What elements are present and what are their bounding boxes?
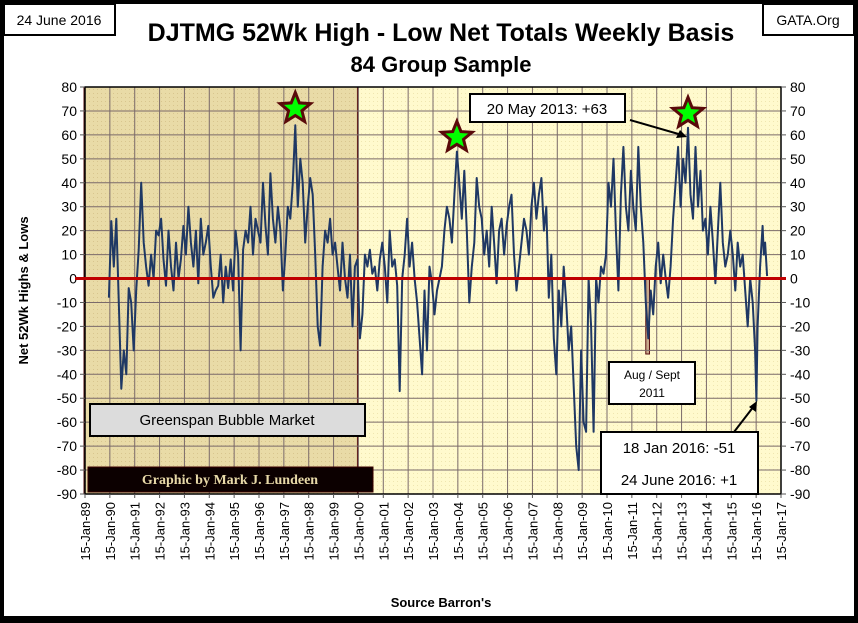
x-tick-label: 15-Jan-06: [501, 502, 516, 561]
y-tick-label-left: 70: [61, 103, 77, 119]
y-tick-label-right: 40: [790, 175, 806, 191]
x-tick-label: 15-Jan-93: [177, 502, 192, 561]
y-tick-label-left: 30: [61, 199, 77, 215]
x-tick-label: 15-Jan-04: [451, 502, 466, 561]
x-tick-label: 15-Jan-16: [749, 502, 764, 561]
callout-aug-2011-line2: 2011: [639, 386, 665, 400]
callout-june-2016: 24 June 2016: +1: [621, 472, 737, 489]
x-tick-label: 15-Jan-95: [227, 502, 242, 561]
chart-title: DJTMG 52Wk High - Low Net Totals Weekly …: [148, 19, 735, 47]
y-tick-label-left: -10: [57, 294, 77, 310]
chart-svg: 80 80 70 70 60 60 50 50 40 40 30 30 20 20 10 10 0 0 -10 -10…: [4, 4, 854, 610]
chart-subtitle: 84 Group Sample: [351, 52, 532, 77]
y-tick-label-left: -50: [57, 390, 77, 406]
x-tick-label: 15-Jan-08: [550, 502, 565, 561]
x-tick-label: 15-Jan-10: [600, 502, 615, 561]
x-tick-label: 15-Jan-03: [426, 502, 441, 561]
callout-aug-2011-box: [608, 361, 696, 405]
callout-may-2013: 20 May 2013: +63: [487, 101, 608, 118]
y-tick-label-left: -40: [57, 366, 77, 382]
star-marker: [668, 93, 708, 130]
source-site: GATA.Org: [776, 12, 839, 28]
x-axis-label: Source Barron's: [391, 595, 492, 610]
y-tick-label-left: 60: [61, 127, 77, 143]
y-tick-label-left: -30: [57, 342, 77, 358]
y-tick-label-left: -90: [57, 486, 77, 502]
greenspan-label-box: [89, 403, 366, 437]
x-tick-label: 15-Jan-97: [277, 502, 292, 561]
x-tick-label: 15-Jan-00: [351, 502, 366, 561]
x-tick-label: 15-Jan-01: [376, 502, 391, 561]
date-label: 24 June 2016: [17, 12, 102, 28]
x-tick-label: 15-Jan-91: [128, 502, 143, 561]
y-tick-label-left: -20: [57, 318, 77, 334]
callout-aug-2011-line1: Aug / Sept: [624, 368, 681, 382]
callout-arrow-2016: [733, 405, 755, 433]
y-tick-label-right: -10: [790, 294, 810, 310]
y-tick-label-right: 0: [790, 271, 798, 287]
callout-may-2013-box: [469, 93, 626, 123]
y-tick-label-left: 0: [69, 271, 77, 287]
y-tick-label-right: 50: [790, 151, 806, 167]
x-tick-label: 15-Jan-13: [675, 502, 690, 561]
x-tick-label: 15-Jan-99: [327, 502, 342, 561]
x-tick-label: 15-Jan-05: [476, 502, 491, 561]
credit-text: Graphic by Mark J. Lundeen: [142, 473, 318, 488]
x-tick-label: 15-Jan-02: [401, 502, 416, 561]
y-tick-label-right: -70: [790, 438, 810, 454]
series-line: [107, 124, 769, 472]
x-tick-label: 15-Jan-11: [625, 502, 640, 560]
site-box: [762, 4, 854, 36]
star-marker: [276, 88, 315, 125]
x-tick-label: 15-Jan-12: [650, 502, 665, 561]
y-tick-label-right: -20: [790, 318, 810, 334]
x-tick-label: 15-Jan-96: [252, 502, 267, 561]
chart-canvas: 80 80 70 70 60 60 50 50 40 40 30 30 20 20 10 10 0 0 -10 -10…: [4, 4, 854, 616]
y-tick-label-right: -90: [790, 486, 810, 502]
x-tick-label: 15-Jan-90: [103, 502, 118, 561]
greenspan-label: Greenspan Bubble Market: [139, 412, 315, 429]
callout-jan-2016: 18 Jan 2016: -51: [623, 440, 736, 457]
x-tick-label: 15-Jan-89: [78, 502, 93, 561]
x-tick-label: 15-Jan-94: [202, 502, 217, 561]
callout-2016-box: [600, 431, 759, 495]
y-tick-label-right: 80: [790, 79, 806, 95]
y-tick-label-right: 60: [790, 127, 806, 143]
arrowhead-may-2013: [676, 130, 687, 138]
y-tick-label-right: -50: [790, 390, 810, 406]
y-tick-label-right: -40: [790, 366, 810, 382]
x-tick-label: 15-Jan-92: [153, 502, 168, 561]
x-tick-label: 15-Jan-14: [699, 502, 714, 561]
arrowhead-2016: [749, 401, 757, 412]
x-tick-label: 15-Jan-09: [575, 502, 590, 561]
y-tick-label-left: 80: [61, 79, 77, 95]
x-tick-label: 15-Jan-15: [724, 502, 739, 561]
y-axis-label: Net 52Wk Highs & Lows: [16, 216, 31, 364]
y-tick-label-left: -80: [57, 462, 77, 478]
x-tick-label: 15-Jan-98: [302, 502, 317, 561]
x-tick-label: 15-Jan-17: [774, 502, 789, 561]
y-tick-label-left: 10: [61, 247, 77, 263]
y-tick-label-right: 70: [790, 103, 806, 119]
y-tick-label-left: -70: [57, 438, 77, 454]
y-tick-label-left: 40: [61, 175, 77, 191]
star-marker: [437, 117, 476, 154]
x-tick-label: 15-Jan-07: [525, 502, 540, 561]
credit-bar: [87, 466, 374, 493]
y-tick-label-right: 30: [790, 199, 806, 215]
callout-arrow-may-2013: [629, 119, 683, 136]
y-tick-label-left: -60: [57, 414, 77, 430]
y-tick-label-right: 10: [790, 247, 806, 263]
y-tick-label-left: 20: [61, 223, 77, 239]
y-tick-label-right: 20: [790, 223, 806, 239]
y-tick-label-right: -80: [790, 462, 810, 478]
y-tick-label-right: -60: [790, 414, 810, 430]
y-tick-label-left: 50: [61, 151, 77, 167]
date-box: [4, 4, 116, 36]
y-tick-label-right: -30: [790, 342, 810, 358]
